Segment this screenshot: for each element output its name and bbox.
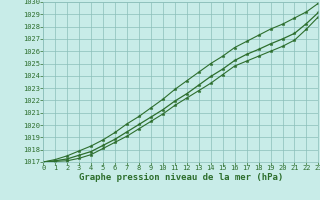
X-axis label: Graphe pression niveau de la mer (hPa): Graphe pression niveau de la mer (hPa) (79, 173, 283, 182)
